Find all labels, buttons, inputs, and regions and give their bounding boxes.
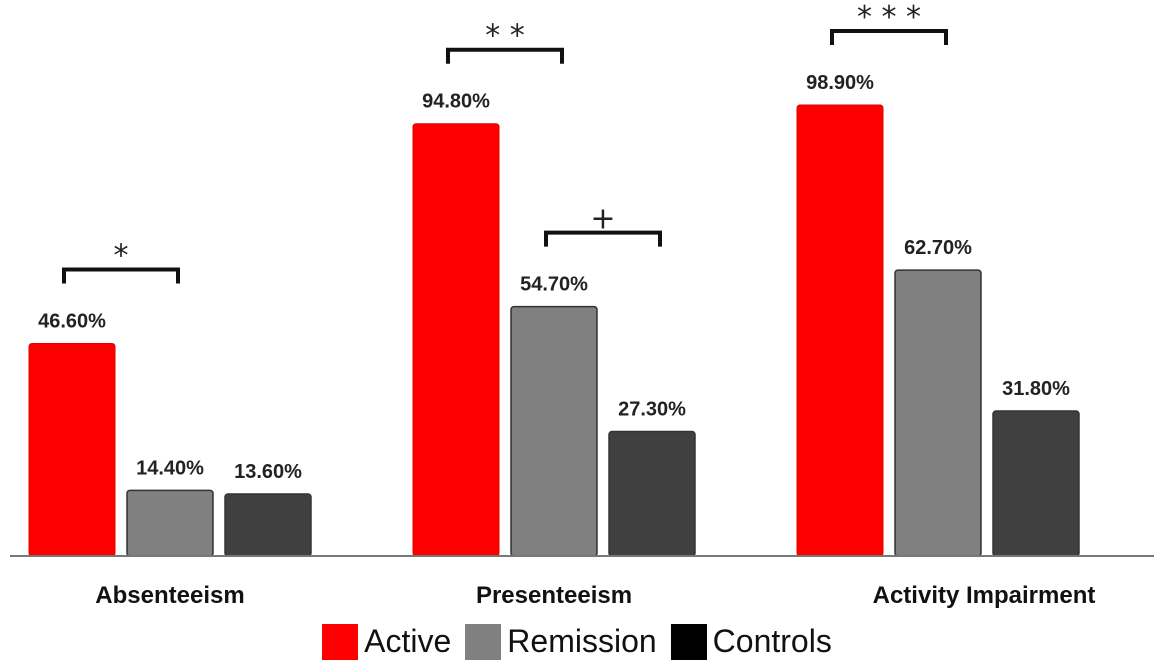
bar-controls-0 xyxy=(224,493,312,557)
legend-swatch-active xyxy=(322,623,359,660)
significance-bracket-1 xyxy=(446,47,564,64)
legend-item-active: Active xyxy=(322,623,451,660)
value-label-controls-1: 27.30% xyxy=(618,399,686,421)
value-label-remission-1: 54.70% xyxy=(520,274,588,296)
legend: Active Remission Controls xyxy=(0,620,1154,663)
value-labels-layer: 46.60% 14.40% 13.60% 94.80% 54.70% 27.30% 98.9… xyxy=(38,72,1070,483)
legend-label-controls: Controls xyxy=(712,623,832,659)
legend-swatch-controls xyxy=(670,623,707,660)
legend-item-controls: Controls xyxy=(670,623,832,660)
significance-symbol-3: * * * xyxy=(857,0,921,35)
bar-remission-1 xyxy=(510,305,598,557)
bar-remission-0 xyxy=(126,489,214,557)
value-label-active-1: 94.80% xyxy=(422,91,490,113)
significance-bracket-0 xyxy=(62,267,180,284)
legend-swatch-remission xyxy=(465,623,502,660)
bar-remission-2 xyxy=(894,269,982,557)
legend-label-active: Active xyxy=(364,623,452,659)
value-label-active-2: 98.90% xyxy=(806,72,874,94)
bar-chart: 46.60% 14.40% 13.60% 94.80% 54.70% 27.30% 98.9… xyxy=(10,0,1154,609)
value-label-controls-2: 31.80% xyxy=(1002,378,1070,400)
value-label-remission-2: 62.70% xyxy=(904,237,972,259)
category-label-1: Presenteeism xyxy=(476,582,632,609)
significance-symbol-0: * xyxy=(114,239,129,274)
significance-symbol-1: * * xyxy=(485,19,525,54)
significance-symbol-2: + xyxy=(590,202,615,237)
significance-bracket-3 xyxy=(830,29,948,46)
category-labels-layer: Absenteeism Presenteeism Activity Impairme… xyxy=(95,582,1095,609)
bar-controls-1 xyxy=(608,430,696,557)
bar-controls-2 xyxy=(992,410,1080,557)
significance-bracket-2 xyxy=(544,230,662,247)
value-label-controls-0: 13.60% xyxy=(234,461,302,483)
category-label-2: Activity Impairment xyxy=(873,582,1096,609)
bar-active-2 xyxy=(796,104,884,557)
value-label-remission-0: 14.40% xyxy=(136,457,204,479)
category-label-0: Absenteeism xyxy=(95,582,244,609)
bar-active-0 xyxy=(28,343,116,557)
value-label-active-0: 46.60% xyxy=(38,311,106,333)
legend-label-remission: Remission xyxy=(507,623,657,659)
legend-item-remission: Remission xyxy=(465,623,657,660)
bar-active-1 xyxy=(412,123,500,557)
bars-layer xyxy=(28,104,1080,557)
significance-layer: * * * + * * * xyxy=(62,0,948,284)
